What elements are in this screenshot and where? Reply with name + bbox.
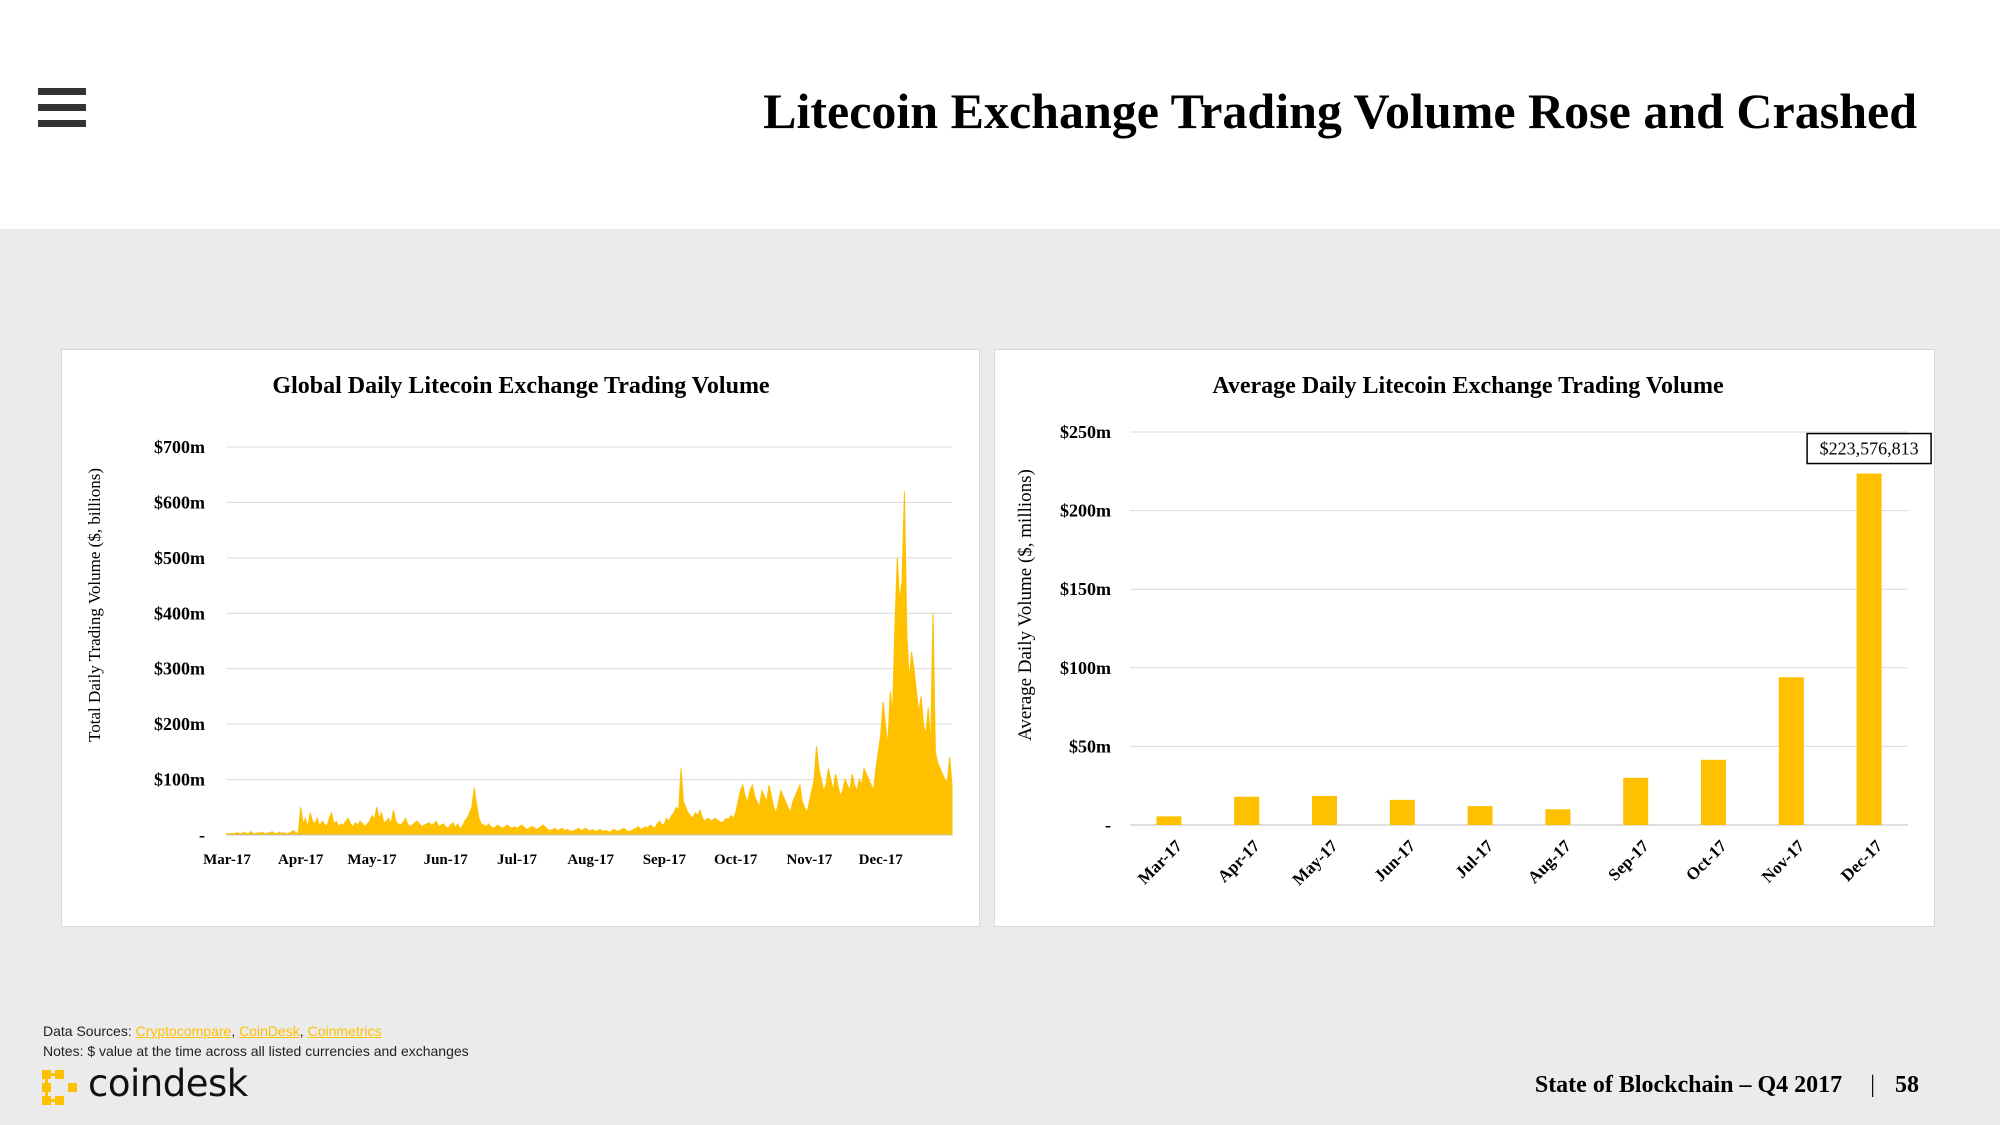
- chart-title: Average Daily Litecoin Exchange Trading …: [1212, 373, 1724, 399]
- x-tick-label: Sep-17: [1604, 836, 1653, 885]
- bar-sep-17: [1623, 777, 1649, 825]
- average-volume-chart-panel: Average Daily Litecoin Exchange Trading …: [994, 349, 1935, 927]
- header-bar: Litecoin Exchange Trading Volume Rose an…: [0, 0, 2000, 229]
- source-link-coinmetrics[interactable]: Coinmetrics: [307, 1023, 382, 1039]
- x-tick-label: Jun-17: [424, 852, 469, 868]
- y-tick-label: $50m: [1069, 736, 1111, 756]
- bar-aug-17: [1545, 809, 1571, 825]
- y-tick-label: -: [199, 825, 205, 845]
- x-tick-label: Nov-17: [1758, 836, 1809, 887]
- x-tick-label: Dec-17: [1837, 836, 1886, 885]
- x-tick-label: Aug-17: [567, 852, 614, 868]
- x-tick-label: Nov-17: [786, 852, 832, 868]
- y-tick-label: $200m: [1060, 501, 1111, 521]
- x-tick-label: Oct-17: [714, 852, 758, 868]
- bar-jun-17: [1389, 799, 1415, 825]
- y-tick-label: $600m: [154, 492, 205, 512]
- report-footer: State of Blockchain – Q4 2017 | 58: [1535, 1072, 1919, 1099]
- x-tick-label: Jul-17: [1451, 836, 1497, 882]
- y-tick-label: -: [1105, 815, 1111, 835]
- footer-notes: Notes: $ value at the time across all li…: [43, 1043, 469, 1059]
- y-tick-label: $250m: [1060, 422, 1111, 442]
- y-tick-label: $100m: [154, 770, 205, 790]
- y-axis-label: Average Daily Volume ($, millions): [1015, 469, 1036, 741]
- daily-volume-chart: Global Daily Litecoin Exchange Trading V…: [85, 373, 953, 868]
- x-tick-label: Apr-17: [1214, 836, 1264, 886]
- daily-volume-chart-panel: Global Daily Litecoin Exchange Trading V…: [61, 349, 980, 927]
- bar-nov-17: [1778, 677, 1804, 825]
- bar-apr-17: [1234, 796, 1260, 825]
- y-tick-label: $500m: [154, 548, 205, 568]
- page-title: Litecoin Exchange Trading Volume Rose an…: [763, 83, 1917, 139]
- y-tick-label: $700m: [154, 437, 205, 457]
- chart-title: Global Daily Litecoin Exchange Trading V…: [272, 373, 770, 399]
- average-volume-chart: Average Daily Litecoin Exchange Trading …: [1015, 373, 1932, 889]
- x-tick-label: Mar-17: [1134, 836, 1186, 888]
- x-tick-label: Oct-17: [1682, 836, 1731, 885]
- coindesk-logo-text: coindesk: [88, 1062, 248, 1105]
- x-tick-label: Jul-17: [497, 852, 538, 868]
- y-tick-label: $100m: [1060, 658, 1111, 678]
- source-link-cryptocompare[interactable]: Cryptocompare: [135, 1023, 232, 1039]
- bar-mar-17: [1156, 816, 1182, 825]
- source-link-coindesk[interactable]: CoinDesk: [239, 1023, 300, 1039]
- y-tick-label: $400m: [154, 603, 205, 623]
- bar-dec-17: [1856, 473, 1882, 825]
- data-sources-label: Data Sources:: [43, 1023, 132, 1039]
- x-tick-label: Dec-17: [859, 852, 904, 868]
- x-tick-label: May-17: [1288, 836, 1341, 889]
- data-label: $223,576,813: [1820, 439, 1919, 459]
- x-tick-label: Apr-17: [278, 852, 324, 868]
- y-tick-label: $300m: [154, 659, 205, 679]
- y-tick-label: $200m: [154, 714, 205, 734]
- page-number: 58: [1895, 1072, 1919, 1098]
- coindesk-logo-icon: [42, 1070, 77, 1105]
- bar-may-17: [1312, 795, 1337, 825]
- data-sources: Data Sources: Cryptocompare, CoinDesk, C…: [43, 1023, 382, 1039]
- report-title: State of Blockchain – Q4 2017: [1534, 1072, 1843, 1098]
- x-tick-label: Sep-17: [643, 852, 687, 868]
- x-tick-label: Jun-17: [1370, 836, 1419, 885]
- data-label-box: [1806, 432, 1932, 465]
- y-axis-label: Total Daily Trading Volume ($, billions): [85, 468, 104, 742]
- bar-jul-17: [1467, 806, 1493, 825]
- x-tick-label: May-17: [347, 852, 397, 868]
- coindesk-logo: coindesk: [40, 1062, 248, 1112]
- y-tick-label: $150m: [1060, 579, 1111, 599]
- x-tick-label: Aug-17: [1524, 836, 1575, 887]
- hamburger-menu-icon[interactable]: [38, 88, 86, 128]
- daily-volume-area: [226, 491, 953, 836]
- bar-oct-17: [1701, 759, 1726, 825]
- x-tick-label: Mar-17: [203, 852, 251, 868]
- footer-separator: |: [1870, 1072, 1875, 1098]
